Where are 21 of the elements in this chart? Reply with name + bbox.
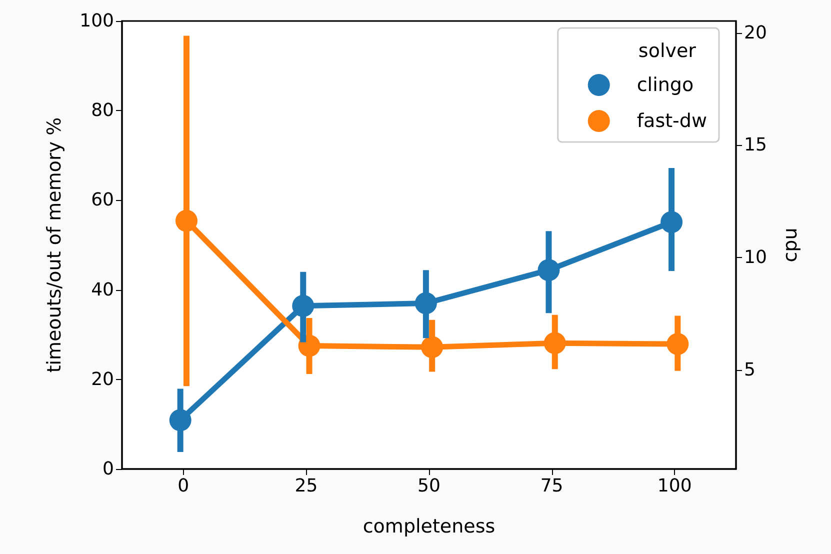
legend-title: solver: [638, 40, 696, 62]
legend-label: clingo: [636, 74, 694, 96]
y2-tick-label: 15: [744, 134, 767, 156]
y-tick-label: 100: [80, 10, 114, 32]
y-axis-title: timeouts/out of memory %: [44, 117, 66, 373]
legend-label: fast-dw: [636, 110, 708, 132]
y-tick-label: 20: [91, 368, 114, 390]
y2-tick-label: 10: [744, 247, 767, 268]
y2-tick-label: 20: [744, 22, 767, 44]
y-tick-label: 0: [102, 458, 114, 480]
y-tick-label: 60: [91, 190, 114, 211]
y2-axis-title: cpu: [780, 228, 802, 262]
y2-tick-label: 5: [744, 359, 756, 380]
x-tick-label: 0: [178, 476, 190, 496]
y-tick-label: 80: [91, 100, 114, 122]
x-tick-label: 50: [418, 476, 440, 496]
x-tick-label: 25: [294, 476, 318, 496]
y-tick-label: 40: [91, 279, 114, 300]
x-axis-title: completeness: [362, 516, 496, 538]
x-tick-label: 75: [540, 476, 564, 496]
x-tick-label: 100: [657, 476, 692, 496]
